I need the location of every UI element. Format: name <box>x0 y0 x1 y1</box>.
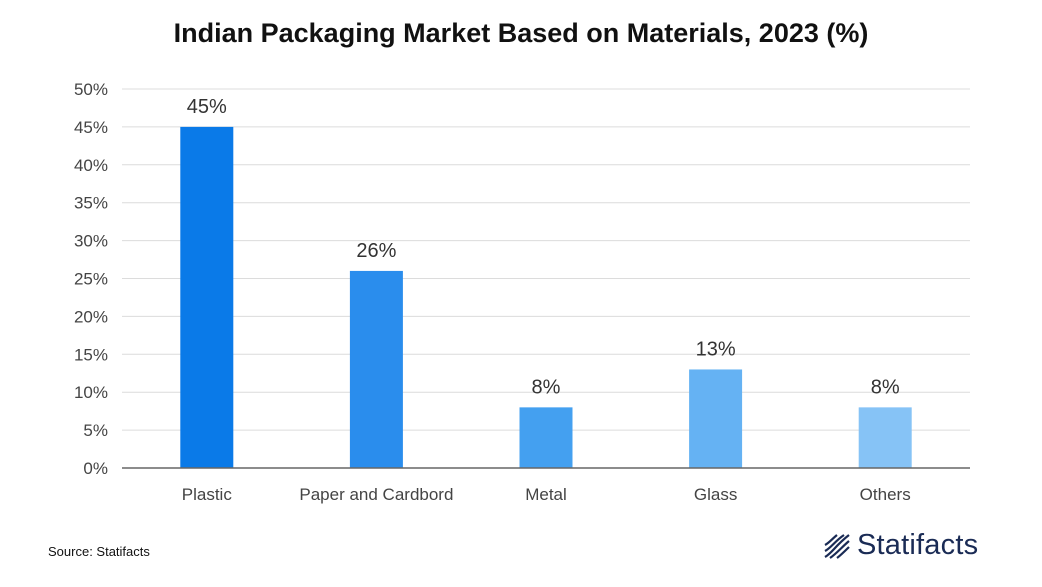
y-tick-label: 15% <box>74 345 108 364</box>
bar <box>689 369 743 468</box>
y-tick-label: 5% <box>83 421 108 440</box>
y-tick-label: 30% <box>74 232 108 251</box>
category-label: Metal <box>525 485 567 504</box>
y-tick-label: 35% <box>74 194 108 213</box>
category-label: Glass <box>694 485 737 504</box>
chart-title: Indian Packaging Market Based on Materia… <box>173 18 869 48</box>
data-label: 8% <box>871 376 900 398</box>
y-tick-label: 45% <box>74 118 108 137</box>
source-note: Source: Statifacts <box>48 544 150 559</box>
data-label: 45% <box>187 96 227 118</box>
x-axis-categories: Plastic Paper and Cardbord Metal Glass Other… <box>182 485 911 504</box>
y-tick-label: 10% <box>74 383 108 402</box>
data-label: 26% <box>356 240 396 262</box>
data-labels: 45% 26% 8% 13% 8% <box>187 96 900 398</box>
brand-name: Statifacts <box>857 529 979 561</box>
category-label: Plastic <box>182 485 233 504</box>
data-label: 8% <box>532 376 561 398</box>
y-axis-ticks: 0% 5% 10% 15% 20% 25% 30% 35% 40% 45% 50% <box>74 80 108 478</box>
category-label: Others <box>860 485 911 504</box>
bar <box>349 270 403 468</box>
statifacts-logo-icon <box>824 533 850 559</box>
y-tick-label: 25% <box>74 270 108 289</box>
y-tick-label: 50% <box>74 80 108 99</box>
gridlines <box>122 88 970 431</box>
category-label: Paper and Cardbord <box>299 485 453 504</box>
bar <box>180 126 234 469</box>
brand: Statifacts <box>822 529 978 562</box>
bar <box>519 407 573 468</box>
y-tick-label: 20% <box>74 307 108 326</box>
bars <box>180 126 912 469</box>
data-label: 13% <box>696 338 736 360</box>
y-tick-label: 40% <box>74 156 108 175</box>
y-tick-label: 0% <box>83 459 108 478</box>
bar <box>858 407 912 468</box>
